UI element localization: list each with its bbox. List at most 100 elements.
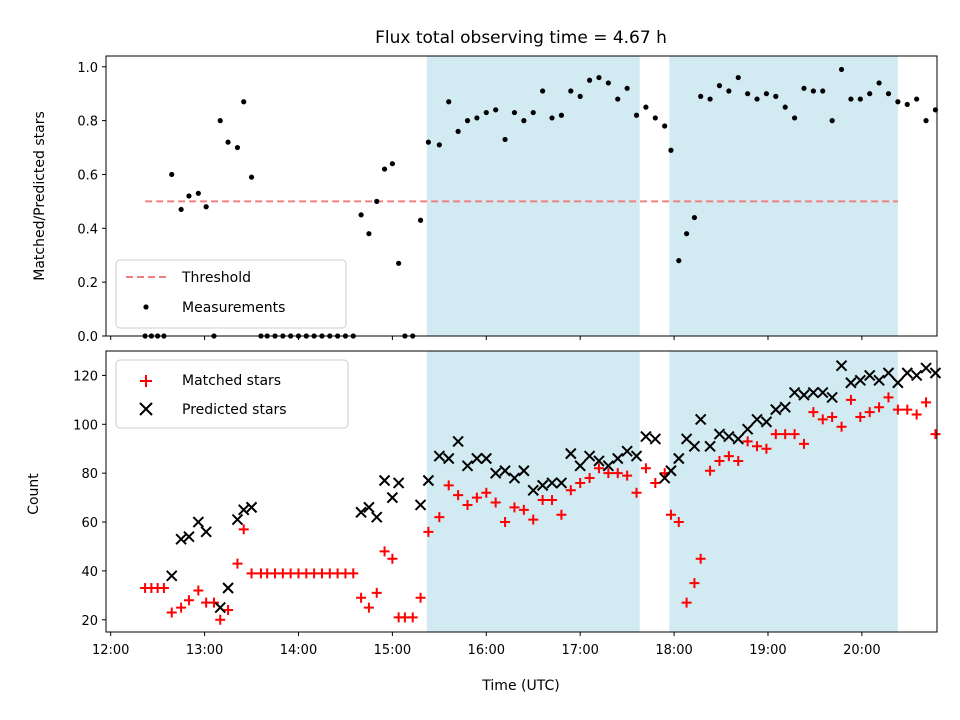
matched-star-point [714, 455, 725, 466]
measurement-point [676, 258, 682, 264]
matched-star-point [223, 605, 234, 616]
predicted-star-point [371, 511, 383, 523]
matched-star-point [723, 451, 734, 462]
matched-star-point [836, 421, 847, 432]
matched-star-point [631, 487, 642, 498]
predicted-star-point [175, 533, 187, 545]
measurement-point [389, 161, 395, 167]
shaded-interval-2 [669, 351, 898, 632]
matched-star-point [883, 392, 894, 403]
top-y-ticks: 0.0 0.2 0.4 0.6 0.8 1.0 [77, 61, 106, 345]
top-legend: Threshold Measurements [115, 259, 347, 329]
measurement-point [801, 85, 807, 91]
bottom-y-ticks: 20 40 60 80 100 120 [73, 369, 106, 629]
matched-star-point [689, 578, 700, 589]
predicted-star-point [779, 401, 791, 413]
predicted-star-point [518, 465, 530, 477]
predicted-star-point [508, 472, 521, 484]
bottom-x-ticks: 12:00 13:00 14:00 15:00 16:00 17:00 18:00 19:00… [92, 632, 881, 658]
predicted-star-point [817, 386, 829, 399]
matched-star-point [490, 497, 501, 508]
top-y-axis-label: Matched/Predicted stars [32, 111, 48, 281]
predicted-star-point [845, 377, 857, 389]
matched-star-point [752, 441, 763, 452]
x-tick-label: 20:00 [843, 643, 880, 658]
matched-star-point [453, 490, 464, 501]
measurement-point [374, 198, 380, 204]
measurement-point [217, 118, 223, 124]
measurement-point [857, 96, 863, 102]
predicted-star-point [882, 367, 895, 379]
measurement-point [568, 88, 574, 94]
predicted-star-point [238, 504, 250, 516]
measurement-point [502, 136, 508, 143]
matched-star-point [407, 612, 418, 623]
x-tick-label: 15:00 [374, 643, 411, 658]
matched-star-point [166, 607, 177, 618]
x-tick-label: 19:00 [749, 643, 786, 658]
measurement-point [605, 80, 611, 86]
chart-title: Flux total observing time = 4.67 h [375, 28, 667, 48]
x-axis-label: Time (UTC) [481, 678, 559, 694]
matched-star-point [537, 495, 548, 506]
measurement-point [726, 88, 732, 94]
measurement-point [754, 96, 760, 102]
predicted-star-point [565, 447, 577, 460]
measurement-point [633, 112, 640, 118]
measurement-point [684, 231, 690, 237]
predicted-star-point [461, 460, 474, 472]
x-tick-label: 17:00 [561, 643, 598, 658]
legend-matched-swatch [140, 375, 152, 387]
measurement-point [358, 212, 364, 218]
matched-star-point [789, 429, 800, 440]
legend-measurements-label: Measurements [182, 300, 285, 316]
measurement-point [169, 171, 175, 178]
measurement-point [668, 147, 674, 153]
matched-star-point [593, 463, 604, 474]
predicted-star-point [183, 530, 195, 543]
measurement-point [745, 91, 751, 97]
matched-star-point [238, 524, 249, 535]
matched-star-point [921, 397, 932, 408]
matched-star-point [770, 429, 781, 440]
matched-star-point [215, 614, 226, 625]
predicted-star-point [920, 362, 932, 374]
predicted-star-point [854, 374, 867, 387]
matched-star-point [232, 558, 243, 569]
measurement-point [652, 115, 658, 121]
predicted-star-point [378, 474, 391, 487]
matched-star-point [603, 468, 614, 479]
measurement-point [885, 91, 892, 97]
legend-predicted-swatch [139, 402, 153, 416]
bottom-axes-frame [105, 350, 938, 633]
measurement-point [791, 115, 798, 121]
measurement-point [464, 118, 471, 124]
matched-star-point [855, 411, 866, 422]
predicted-star-point [640, 430, 652, 443]
matched-star-point [612, 468, 623, 479]
legend-measurements-swatch [143, 304, 149, 310]
measurement-point [455, 128, 461, 134]
matched-star-point [518, 504, 529, 515]
predicted-star-point [166, 570, 178, 582]
measurement-point [203, 204, 209, 210]
predicted-star-point [355, 506, 367, 518]
matched-star-point [808, 407, 819, 418]
x-tick-label: 16:00 [468, 643, 505, 658]
matched-star-point [673, 517, 684, 528]
y-tick-label: 60 [81, 516, 98, 531]
matched-star-point [705, 465, 716, 476]
matched-star-point [443, 480, 454, 491]
measurement-point [241, 99, 247, 105]
matched-star-point [584, 473, 595, 484]
matched-star-point [193, 585, 204, 596]
matched-star-point [509, 502, 520, 513]
predicted-star-point [231, 513, 244, 526]
shaded-interval-1 [426, 56, 640, 336]
matched-star-point [874, 402, 885, 413]
measurement-point [186, 193, 192, 199]
predicted-star-point [649, 433, 662, 445]
measurement-point [446, 99, 452, 105]
matched-star-point [547, 495, 558, 506]
matched-star-point [681, 597, 692, 608]
